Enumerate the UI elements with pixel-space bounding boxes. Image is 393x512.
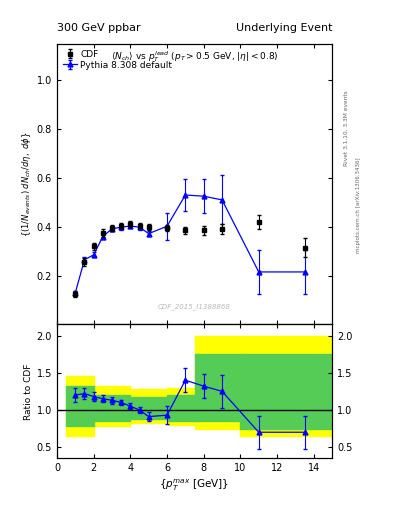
Text: CDF_2015_I1388868: CDF_2015_I1388868 <box>158 304 231 310</box>
Text: Underlying Event: Underlying Event <box>235 23 332 33</box>
Y-axis label: $\{(1/N_{events})\ dN_{ch}/d\eta,\ d\phi\}$: $\{(1/N_{events})\ dN_{ch}/d\eta,\ d\phi… <box>20 131 33 237</box>
Legend: CDF, Pythia 8.308 default: CDF, Pythia 8.308 default <box>61 48 174 72</box>
Text: 300 GeV ppbar: 300 GeV ppbar <box>57 23 141 33</box>
Text: mcplots.cern.ch [arXiv:1306.3436]: mcplots.cern.ch [arXiv:1306.3436] <box>356 157 361 252</box>
X-axis label: $\{p_T^{max}\ [\mathrm{GeV}]\}$: $\{p_T^{max}\ [\mathrm{GeV}]\}$ <box>160 477 230 493</box>
Text: Rivet 3.1.10, 3.3M events: Rivet 3.1.10, 3.3M events <box>344 90 349 166</box>
Text: $\langle N_{ch}\rangle$ vs $p_T^{lead}$ ($p_T > 0.5$ GeV, $|\eta| < 0.8$): $\langle N_{ch}\rangle$ vs $p_T^{lead}$ … <box>111 49 278 64</box>
Y-axis label: Ratio to CDF: Ratio to CDF <box>24 363 33 419</box>
